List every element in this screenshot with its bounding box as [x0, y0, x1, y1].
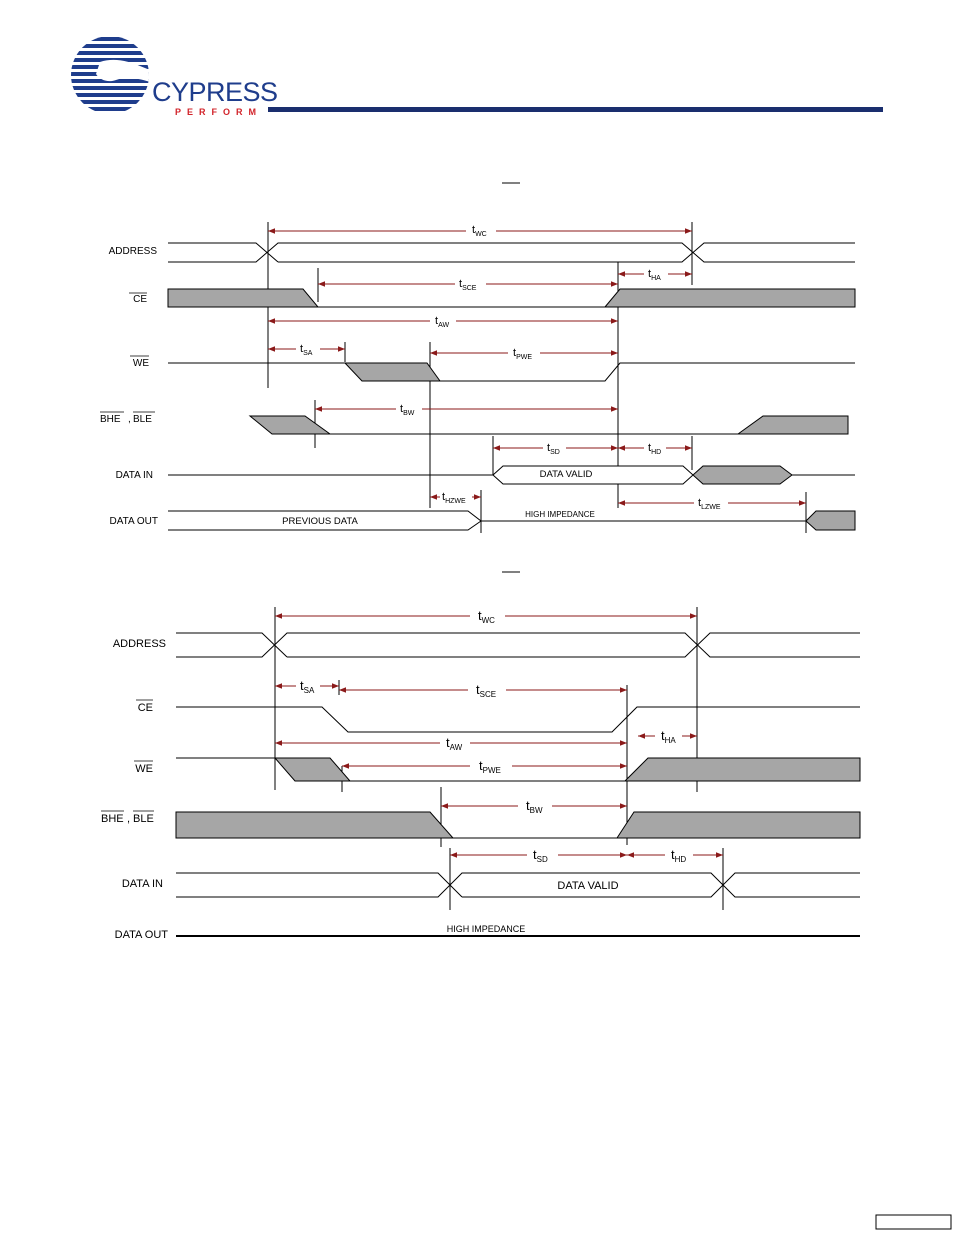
d2-label-bhe: BHE — [101, 813, 124, 825]
globe-icon — [71, 36, 149, 114]
d2-wave-address — [176, 632, 860, 658]
d2-label-address: ADDRESS — [113, 638, 166, 650]
d1-label-address: ADDRESS — [109, 246, 158, 257]
d1-wave-bhe-fall — [248, 415, 332, 435]
d1-label-data-in: DATA IN — [116, 470, 153, 481]
d1-text-data-valid: DATA VALID — [540, 469, 593, 480]
timing-diagram-1: ADDRESS CE WE BHE , BLE DATA IN DATA OUT — [100, 222, 856, 533]
d1-wave-dataout-next — [805, 510, 856, 531]
d1-wave-we-fall — [168, 362, 441, 382]
d1-label-tpwe: tPWE — [513, 347, 532, 361]
d1-label-thd: tHD — [648, 442, 661, 456]
d2-label-tbw: tBW — [526, 798, 543, 815]
d2-timing-arrows — [275, 613, 723, 858]
d2-wave-bhe-hi-left — [175, 811, 455, 839]
d1-wave-datain-valid — [492, 465, 694, 485]
d1-label-tsa: tSA — [300, 343, 313, 357]
d2-wave-ce — [176, 706, 860, 733]
d2-label-we: WE — [135, 763, 153, 775]
d2-wave-bhe-hi-right — [616, 811, 861, 839]
d1-label-data-out: DATA OUT — [109, 516, 158, 527]
d2-text-data-valid: DATA VALID — [557, 880, 618, 892]
d2-wave-we-rise — [623, 757, 861, 782]
d1-label-tsd: tSD — [547, 442, 560, 456]
d1-reference-lines — [267, 222, 807, 533]
d1-label-tha: tHA — [648, 268, 661, 282]
d2-label-data-in: DATA IN — [122, 878, 163, 890]
footer-doc-box — [875, 1214, 952, 1230]
d1-text-previous-data: PREVIOUS DATA — [282, 516, 358, 527]
cypress-logo: CYPRESS PERFORM — [71, 36, 278, 117]
d2-text-high-impedance: HIGH IMPEDANCE — [447, 924, 526, 934]
d1-label-ce: CE — [133, 294, 147, 305]
timing-diagram-2: ADDRESS CE WE BHE , BLE DATA IN DATA OUT — [101, 607, 861, 941]
d1-timing-arrows — [268, 228, 806, 506]
d1-wave-datain-next — [692, 465, 793, 485]
d2-label-tha: tHA — [661, 728, 676, 745]
logo-word: CYPRESS — [152, 77, 278, 107]
d2-label-sep: , — [127, 813, 130, 825]
header-rule — [268, 107, 883, 112]
d1-label-thzwe: tHZWE — [442, 491, 466, 505]
d1-wave-we-line — [440, 362, 855, 382]
d2-label-tpwe: tPWE — [479, 758, 501, 775]
d2-label-tsd: tSD — [533, 847, 548, 864]
d1-text-high-impedance: HIGH IMPEDANCE — [525, 510, 595, 519]
d1-label-taw: tAW — [435, 315, 449, 329]
d2-label-ble: BLE — [133, 813, 154, 825]
d1-label-we: WE — [133, 358, 149, 369]
d2-label-tsce: tSCE — [476, 682, 496, 699]
d2-wave-we-fall — [273, 757, 352, 782]
d1-label-tsce: tSCE — [459, 278, 477, 292]
d2-label-tsa: tSA — [300, 678, 315, 695]
d2-label-thd: tHD — [671, 847, 686, 864]
d2-label-ce: CE — [138, 702, 153, 714]
logo-tagline: PERFORM — [175, 107, 262, 117]
d1-label-tbw: tBW — [400, 403, 415, 417]
d1-label-twc: tWC — [472, 224, 487, 238]
d2-label-taw: tAW — [446, 735, 463, 752]
d2-label-twc: tWC — [478, 608, 495, 625]
d2-label-data-out: DATA OUT — [115, 929, 169, 941]
d1-wave-address — [168, 242, 855, 263]
d1-label-bhe: BHE — [100, 414, 121, 425]
d1-label-tlzwe: tLZWE — [698, 497, 721, 511]
d1-wave-ce-hi-right — [603, 288, 856, 308]
d1-label-sep: , — [128, 414, 131, 425]
d2-wave-datain — [176, 872, 860, 898]
d1-wave-bhe-rise — [736, 415, 849, 435]
d1-wave-ce-hi-left — [167, 288, 320, 308]
d1-label-ble: BLE — [133, 414, 152, 425]
